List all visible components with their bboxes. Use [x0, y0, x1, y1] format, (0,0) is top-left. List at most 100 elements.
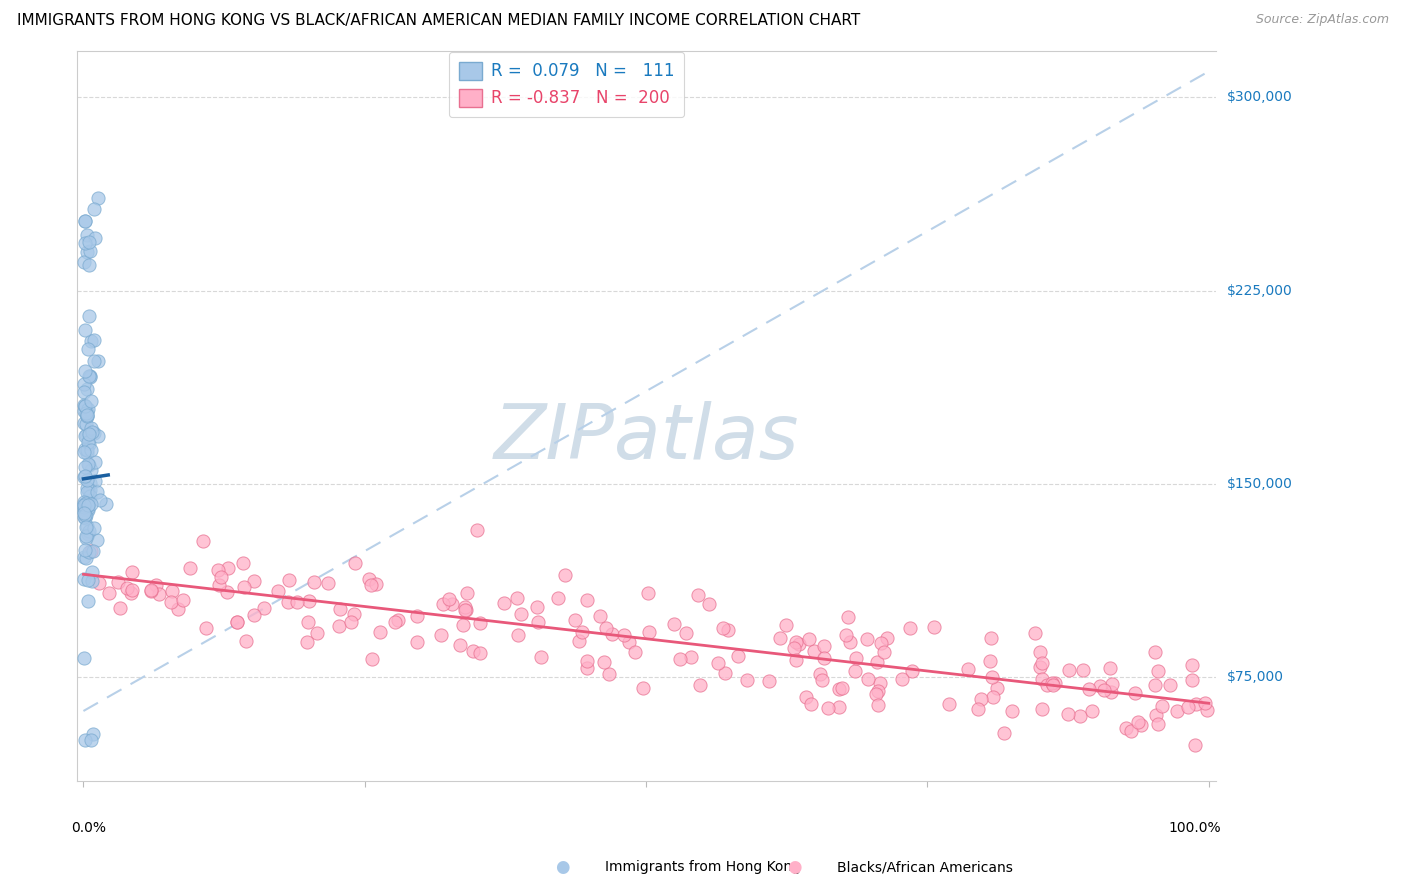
Point	[82, 727, 104, 741]
Point	[80, 425, 103, 439]
Point	[866, 684, 889, 698]
Text: 100.0%: 100.0%	[1168, 821, 1222, 835]
Point	[96, 497, 118, 511]
Point	[980, 631, 1002, 645]
Point	[957, 661, 980, 675]
Point	[571, 625, 593, 640]
Point	[1099, 684, 1122, 698]
Point	[576, 654, 599, 668]
Point	[89, 493, 111, 508]
Point	[468, 647, 491, 661]
Point	[564, 613, 586, 627]
Point	[76, 518, 98, 533]
Point	[77, 594, 100, 608]
Point	[364, 577, 387, 591]
Point	[613, 628, 636, 642]
Point	[73, 470, 96, 484]
Point	[80, 544, 103, 558]
Point	[77, 343, 100, 357]
Point	[387, 613, 409, 627]
Point	[73, 509, 96, 524]
Point	[75, 496, 97, 510]
Point	[73, 364, 96, 378]
Point	[967, 702, 990, 716]
Point	[405, 635, 427, 649]
Point	[73, 235, 96, 250]
Point	[77, 401, 100, 416]
Point	[73, 543, 96, 558]
Point	[76, 228, 98, 243]
Point	[835, 628, 858, 642]
Point	[73, 497, 96, 511]
Point	[1101, 677, 1123, 691]
Point	[217, 560, 239, 574]
Point	[1130, 718, 1153, 732]
Point	[813, 640, 835, 654]
Point	[669, 651, 692, 665]
Point	[87, 191, 110, 205]
Text: $225,000: $225,000	[1226, 284, 1292, 298]
Point	[121, 565, 143, 579]
Point	[1143, 677, 1166, 691]
Legend: R =  0.079   N =   111, R = -0.837   N =  200: R = 0.079 N = 111, R = -0.837 N = 200	[449, 52, 683, 118]
Point	[148, 587, 170, 601]
Point	[232, 580, 254, 594]
Point	[922, 620, 945, 634]
Point	[207, 563, 229, 577]
Point	[84, 455, 107, 469]
Point	[856, 632, 879, 646]
Point	[1125, 686, 1147, 700]
Point	[938, 697, 960, 711]
Point	[359, 572, 381, 586]
Point	[298, 593, 321, 607]
Point	[637, 624, 659, 639]
Point	[329, 602, 352, 616]
Point	[970, 692, 993, 706]
Point	[775, 618, 797, 632]
Point	[1092, 682, 1115, 697]
Point	[844, 664, 866, 678]
Point	[993, 725, 1015, 739]
Point	[297, 615, 319, 630]
Text: ●: ●	[555, 858, 569, 876]
Point	[75, 510, 97, 524]
Text: Blacks/African Americans: Blacks/African Americans	[837, 860, 1012, 874]
Point	[82, 574, 104, 589]
Point	[343, 556, 366, 570]
Point	[77, 503, 100, 517]
Point	[209, 570, 232, 584]
Point	[817, 701, 839, 715]
Point	[208, 578, 231, 592]
Point	[73, 398, 96, 412]
Text: ZIPatlas: ZIPatlas	[494, 401, 799, 475]
Point	[179, 560, 201, 574]
Point	[193, 533, 215, 548]
Point	[77, 574, 100, 588]
Point	[80, 732, 103, 747]
Point	[432, 597, 454, 611]
Point	[758, 674, 780, 689]
Point	[707, 656, 730, 670]
Point	[637, 586, 659, 600]
Point	[360, 578, 382, 592]
Text: ●: ●	[787, 858, 801, 876]
Point	[75, 399, 97, 413]
Point	[981, 690, 1004, 705]
Point	[451, 618, 474, 632]
Point	[554, 567, 576, 582]
Point	[83, 353, 105, 368]
Point	[77, 437, 100, 451]
Point	[226, 615, 249, 629]
Point	[1071, 663, 1094, 677]
Point	[865, 687, 887, 701]
Point	[506, 628, 529, 642]
Point	[77, 526, 100, 541]
Point	[73, 417, 96, 431]
Point	[83, 521, 105, 535]
Point	[866, 656, 889, 670]
Point	[454, 603, 477, 617]
Point	[253, 600, 276, 615]
Point	[1031, 702, 1053, 716]
Point	[1024, 625, 1046, 640]
Point	[77, 426, 100, 441]
